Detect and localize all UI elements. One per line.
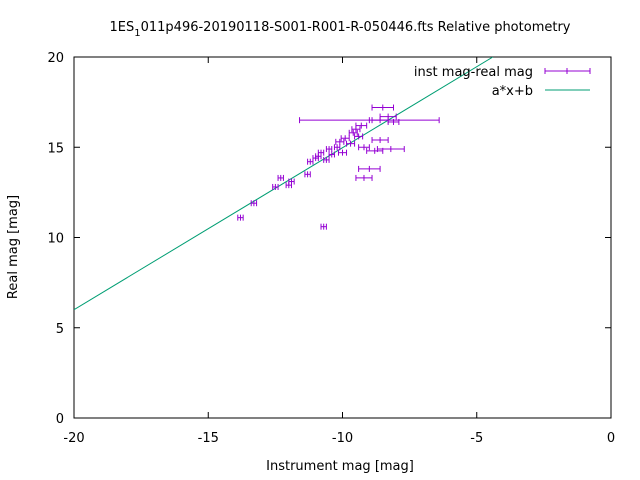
x-tick-label: -5 xyxy=(470,431,483,446)
data-point xyxy=(387,118,400,125)
data-point xyxy=(346,140,356,147)
data-point xyxy=(328,151,335,158)
data-point xyxy=(307,158,314,165)
legend: inst mag-real mag a*x+b xyxy=(414,65,591,99)
chart-title-subscript: 1 xyxy=(134,28,140,39)
data-point xyxy=(277,174,284,181)
x-tick-label: 0 xyxy=(607,431,615,446)
data-point xyxy=(376,146,405,153)
x-tick-label: -15 xyxy=(198,431,219,446)
legend-label: inst mag-real mag xyxy=(414,65,533,80)
y-tick-label: 15 xyxy=(47,141,64,156)
data-point xyxy=(335,138,345,145)
data-point xyxy=(355,122,368,129)
x-axis-label: Instrument mag [mag] xyxy=(266,459,414,474)
data-point xyxy=(320,223,327,230)
data-point xyxy=(348,129,358,136)
fit-line-group xyxy=(74,57,494,311)
y-axis-label: Real mag [mag] xyxy=(6,195,21,299)
data-point xyxy=(371,104,395,111)
y-tick-label: 10 xyxy=(47,232,64,247)
data-point xyxy=(358,144,370,151)
data-point xyxy=(371,137,389,144)
data-point xyxy=(237,214,244,221)
y-tick-label: 5 xyxy=(56,322,64,337)
data-point xyxy=(299,117,440,124)
x-tick-label: -10 xyxy=(332,431,353,446)
plot-area: -20 -15 -10 -5 0 0 5 10 15 20 xyxy=(47,51,615,446)
data-point xyxy=(323,156,330,163)
data-point xyxy=(355,174,373,181)
chart-title-rest: 011p496-20190118-S001-R001-R-050446.fts … xyxy=(141,20,571,35)
data-point xyxy=(379,113,397,120)
data-point xyxy=(272,183,279,190)
legend-label: a*x+b xyxy=(492,84,533,99)
data-point xyxy=(337,149,348,156)
data-point xyxy=(304,171,311,178)
plot-frame xyxy=(73,56,612,419)
data-point xyxy=(288,178,295,185)
chart-title-main: 1ES xyxy=(109,20,134,35)
data-point xyxy=(325,146,333,153)
data-point xyxy=(358,165,381,172)
y-tick-label: 20 xyxy=(47,51,64,66)
data-point xyxy=(354,133,364,140)
chart-title: 1ES1011p496-20190118-S001-R001-R-050446.… xyxy=(109,20,570,39)
y-tick-label: 0 xyxy=(56,412,64,427)
data-points-group xyxy=(237,104,440,230)
data-point xyxy=(333,144,341,151)
x-tick-label: -20 xyxy=(63,431,84,446)
fit-line xyxy=(74,57,494,311)
data-point xyxy=(340,135,350,142)
data-point xyxy=(317,149,325,156)
data-point xyxy=(250,200,258,207)
